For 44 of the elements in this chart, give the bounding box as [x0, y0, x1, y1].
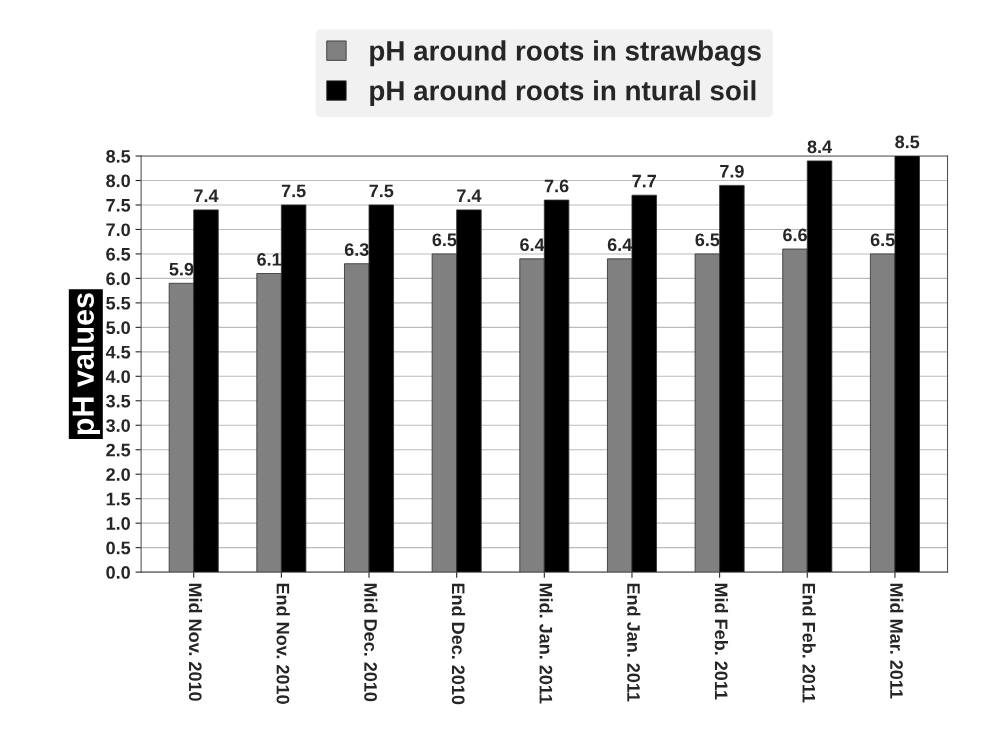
y-tick-label: 8.0: [106, 174, 130, 188]
y-tick-label: 2.0: [106, 468, 130, 481]
x-tick-label: End Nov. 2010: [276, 583, 290, 704]
data-label: 7.4: [194, 189, 219, 202]
data-label: 7.6: [544, 179, 569, 193]
y-tick-label: 6.0: [106, 272, 130, 286]
x-tick-label: End Dec. 2010: [451, 583, 466, 705]
y-tick-label: 4.0: [105, 370, 130, 384]
data-label: 7.7: [632, 174, 656, 188]
data-label: 6.3: [344, 243, 369, 257]
x-tick-label: Mid. Jan. 2011: [539, 583, 553, 704]
y-tick-label: 7.0: [106, 223, 130, 237]
x-tick-label: Mid Mar. 2011: [890, 583, 904, 699]
data-label: 6.5: [870, 233, 895, 247]
y-tick-label: 0.0: [106, 566, 130, 579]
data-label: 6.6: [783, 228, 807, 242]
y-tick-label: 6.5: [106, 247, 131, 261]
y-tick-label: 4.5: [105, 345, 131, 359]
legend-label: pH around roots in strawbags: [370, 40, 761, 67]
data-label: 7.4: [457, 189, 482, 202]
x-tick-label: End Feb. 2011: [802, 583, 816, 703]
data-label: 6.1: [257, 252, 282, 266]
x-tick-label: Mid Feb. 2011: [714, 583, 729, 700]
y-tick-label: 5.5: [106, 297, 131, 310]
data-label: 8.4: [807, 140, 832, 154]
y-tick-label: 0.5: [106, 541, 131, 555]
data-label: 7.9: [720, 164, 744, 178]
y-tick-label: 2.5: [106, 443, 131, 457]
y-tick-label: 3.5: [106, 394, 131, 408]
y-tick-label: 7.5: [106, 199, 131, 212]
y-tick-label: 8.5: [106, 149, 131, 163]
x-tick-label: Mid Nov. 2010: [188, 583, 203, 701]
x-tick-label: Mid Dec. 2010: [364, 583, 378, 702]
y-tick-label: 1.5: [106, 492, 131, 506]
data-label: 7.5: [369, 184, 394, 198]
y-tick-label: 1.0: [106, 517, 130, 530]
y-axis-title: pH values: [71, 293, 101, 435]
y-tick-label: 5.0: [106, 321, 130, 335]
x-tick-label: End Jan. 2011: [627, 583, 641, 702]
data-label: 7.5: [281, 184, 306, 198]
data-label: 6.4: [607, 238, 633, 252]
data-label: 8.5: [895, 135, 920, 149]
y-tick-label: 3.0: [106, 419, 130, 432]
legend-label: pH around roots in ntural soil: [370, 80, 756, 107]
